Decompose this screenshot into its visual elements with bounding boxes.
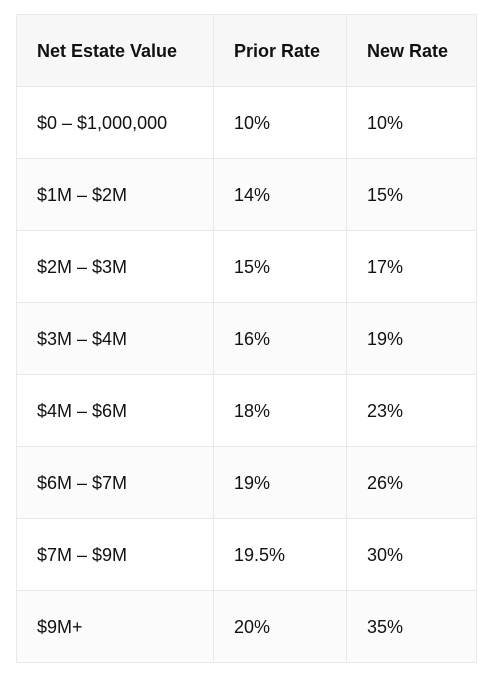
cell-prior-rate: 20% bbox=[213, 590, 347, 663]
table-row: $2M – $3M 15% 17% bbox=[16, 230, 477, 303]
cell-prior-rate: 18% bbox=[213, 374, 347, 447]
cell-net-estate-value: $1M – $2M bbox=[16, 158, 214, 231]
table-row: $7M – $9M 19.5% 30% bbox=[16, 518, 477, 591]
header-net-estate-value: Net Estate Value bbox=[16, 14, 214, 87]
cell-new-rate: 10% bbox=[346, 86, 477, 159]
header-prior-rate: Prior Rate bbox=[213, 14, 347, 87]
table-row: $4M – $6M 18% 23% bbox=[16, 374, 477, 447]
table-row: $9M+ 20% 35% bbox=[16, 590, 477, 663]
header-new-rate: New Rate bbox=[346, 14, 477, 87]
cell-new-rate: 17% bbox=[346, 230, 477, 303]
table-body: $0 – $1,000,000 10% 10% $1M – $2M 14% 15… bbox=[16, 86, 477, 663]
table-row: $1M – $2M 14% 15% bbox=[16, 158, 477, 231]
cell-prior-rate: 15% bbox=[213, 230, 347, 303]
table-row: $6M – $7M 19% 26% bbox=[16, 446, 477, 519]
cell-new-rate: 23% bbox=[346, 374, 477, 447]
estate-tax-rate-table-container: Net Estate Value Prior Rate New Rate $0 … bbox=[16, 14, 477, 663]
cell-net-estate-value: $4M – $6M bbox=[16, 374, 214, 447]
cell-new-rate: 35% bbox=[346, 590, 477, 663]
cell-net-estate-value: $2M – $3M bbox=[16, 230, 214, 303]
cell-net-estate-value: $9M+ bbox=[16, 590, 214, 663]
cell-prior-rate: 14% bbox=[213, 158, 347, 231]
cell-new-rate: 26% bbox=[346, 446, 477, 519]
cell-prior-rate: 19% bbox=[213, 446, 347, 519]
table-row: $0 – $1,000,000 10% 10% bbox=[16, 86, 477, 159]
cell-new-rate: 19% bbox=[346, 302, 477, 375]
cell-prior-rate: 19.5% bbox=[213, 518, 347, 591]
cell-new-rate: 15% bbox=[346, 158, 477, 231]
estate-tax-rate-table: Net Estate Value Prior Rate New Rate $0 … bbox=[16, 14, 477, 663]
cell-new-rate: 30% bbox=[346, 518, 477, 591]
table-row: $3M – $4M 16% 19% bbox=[16, 302, 477, 375]
table-header: Net Estate Value Prior Rate New Rate bbox=[16, 14, 477, 87]
cell-net-estate-value: $6M – $7M bbox=[16, 446, 214, 519]
cell-net-estate-value: $0 – $1,000,000 bbox=[16, 86, 214, 159]
cell-prior-rate: 16% bbox=[213, 302, 347, 375]
cell-net-estate-value: $3M – $4M bbox=[16, 302, 214, 375]
header-row: Net Estate Value Prior Rate New Rate bbox=[16, 14, 477, 87]
cell-prior-rate: 10% bbox=[213, 86, 347, 159]
cell-net-estate-value: $7M – $9M bbox=[16, 518, 214, 591]
